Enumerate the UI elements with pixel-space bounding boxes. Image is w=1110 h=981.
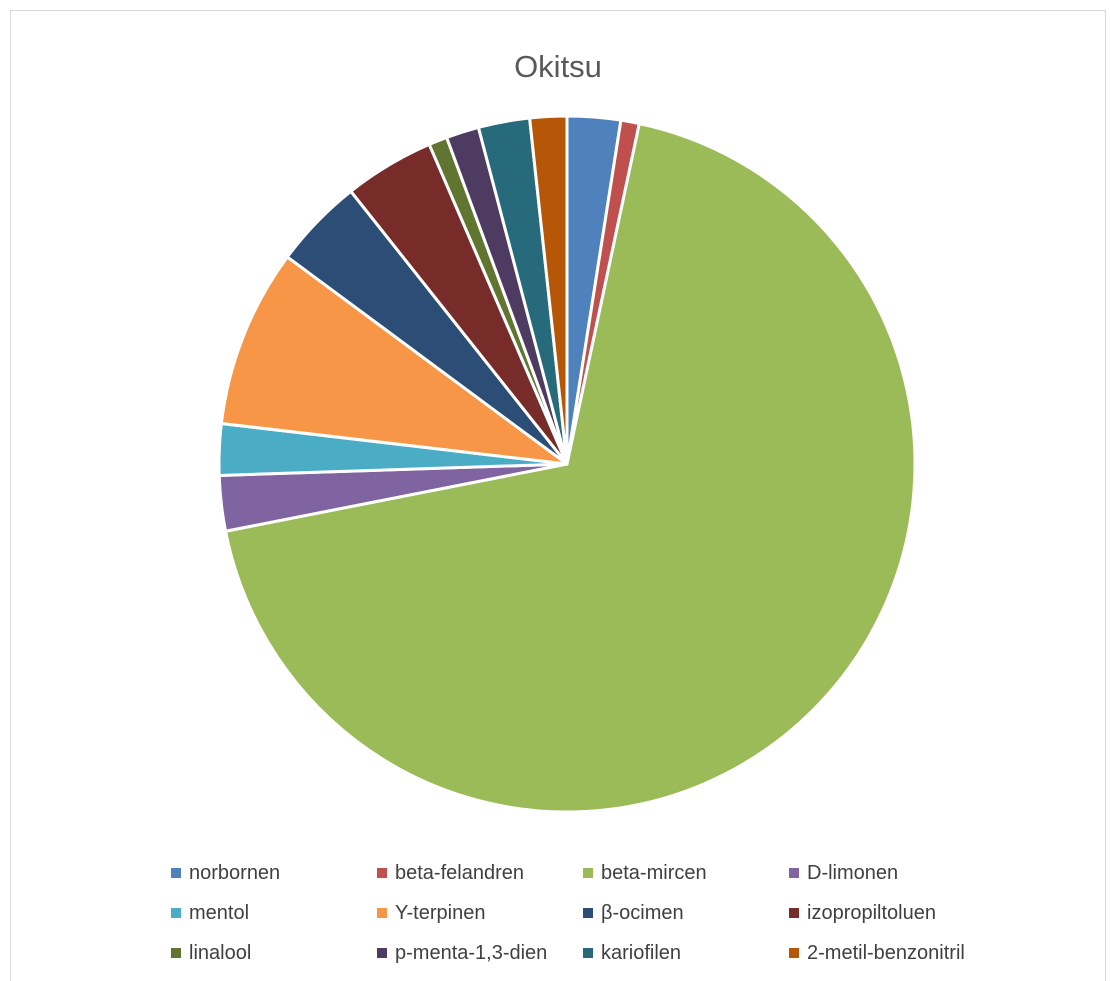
legend-item: Υ-terpinen [377,902,583,925]
pie-slice-υ-terpinen [219,255,569,466]
legend-swatch [377,948,387,958]
legend-swatch [583,868,593,878]
legend-swatch [789,868,799,878]
legend-label: kariofilen [601,941,682,964]
legend-swatch [171,908,181,918]
legend-label: norbornen [189,861,281,884]
legend-row: norbornen beta-felandren beta-mircen D-limo… [171,853,1071,893]
legend-item: p-menta-1,3-dien [377,942,583,965]
chart-area: Okitsu norbornen beta-felandren beta-mirce… [10,10,1106,981]
legend-swatch [171,948,181,958]
legend-row: linalool p-menta-1,3-dien kariofilen 2-meti… [171,933,1071,973]
legend-item: beta-felandren [377,862,583,885]
chart-legend: norbornen beta-felandren beta-mircen D-limo… [171,853,1071,973]
legend-swatch [789,948,799,958]
legend-swatch [583,948,593,958]
legend-swatch [377,908,387,918]
legend-swatch [583,908,593,918]
legend-label: p-menta-1,3-dien [395,941,548,964]
legend-label: linalool [189,941,252,964]
pie-slice-2-metil-benzonitril [528,114,569,466]
legend-item: izopropiltoluen [789,902,995,925]
legend-item: kariofilen [583,942,789,965]
pie-chart [217,114,917,814]
legend-item: linalool [171,942,377,965]
legend-label: mentol [189,901,250,924]
legend-item: norbornen [171,862,377,885]
legend-label: beta-felandren [395,861,524,884]
legend-label: beta-mircen [601,861,707,884]
legend-label: Υ-terpinen [395,901,486,924]
legend-swatch [377,868,387,878]
legend-item: mentol [171,902,377,925]
legend-label: β-ocimen [601,901,684,924]
legend-item: beta-mircen [583,862,789,885]
legend-row: mentol Υ-terpinen β-ocimen izopropiltoluen [171,893,1071,933]
legend-item: D-limonen [789,862,995,885]
legend-swatch [789,908,799,918]
legend-item: β-ocimen [583,902,789,925]
legend-label: 2-metil-benzonitril [807,941,965,964]
legend-label: D-limonen [807,861,899,884]
legend-item: 2-metil-benzonitril [789,942,995,965]
legend-swatch [171,868,181,878]
legend-label: izopropiltoluen [807,901,936,924]
pie-slice-beta-mircen [224,122,917,814]
chart-title: Okitsu [514,49,602,84]
